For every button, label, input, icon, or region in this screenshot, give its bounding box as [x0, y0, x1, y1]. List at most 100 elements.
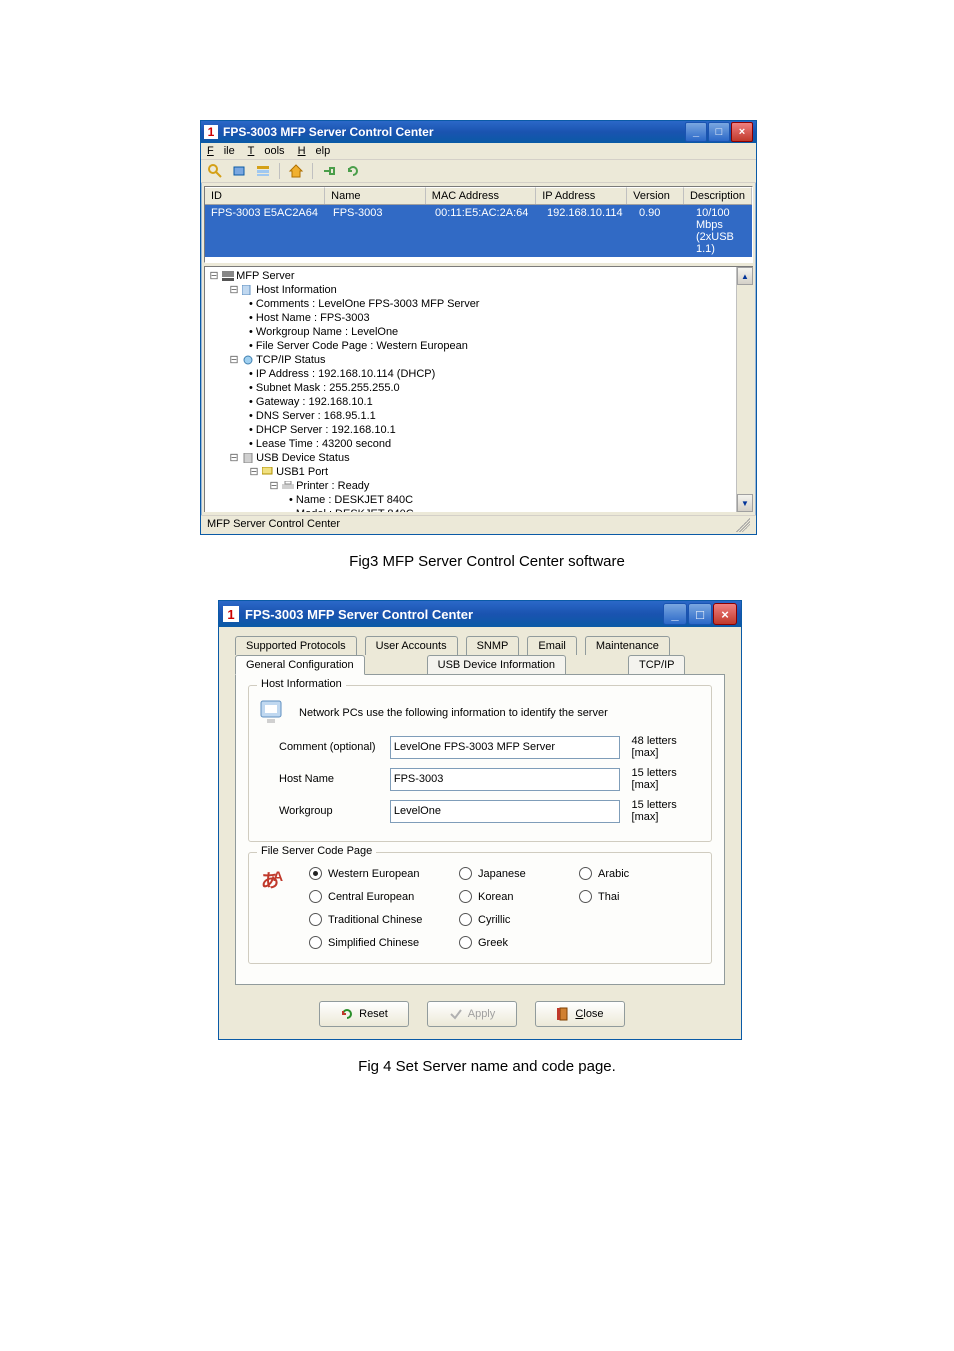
tab-snmp[interactable]: SNMP [466, 636, 520, 655]
radio-icon [459, 890, 472, 903]
hdr-mac[interactable]: MAC Address [426, 187, 536, 204]
comment-hint: 48 letters [max] [632, 735, 701, 759]
minimize-button[interactable]: _ [663, 603, 687, 625]
tree-gateway: Gateway : 192.168.10.1 [256, 396, 373, 408]
scrollbar-vertical[interactable]: ▲ ▼ [736, 267, 753, 512]
window-title: FPS-3003 MFP Server Control Center [245, 607, 662, 622]
status-text: MFP Server Control Center [207, 518, 340, 532]
radio-icon [309, 936, 322, 949]
scroll-up-icon[interactable]: ▲ [737, 267, 753, 285]
comment-input[interactable] [390, 736, 620, 759]
tree[interactable]: ⊟ MFP Server ⊟ Host Information • Commen… [205, 267, 753, 512]
maximize-button[interactable]: □ [688, 603, 712, 625]
figure-caption-1: Fig3 MFP Server Control Center software [200, 553, 774, 570]
tree-comments: Comments : LevelOne FPS-3003 MFP Server [256, 298, 480, 310]
hostname-input[interactable] [390, 768, 620, 791]
reset-button[interactable]: Reset [319, 1001, 409, 1027]
menu-help[interactable]: Help [298, 145, 331, 157]
host-icon [242, 285, 254, 295]
radio-japanese[interactable]: Japanese [459, 867, 579, 880]
resize-grip-icon[interactable] [736, 518, 750, 532]
scroll-down-icon[interactable]: ▼ [737, 494, 753, 512]
tab-user-accounts[interactable]: User Accounts [365, 636, 458, 655]
status-bar: MFP Server Control Center [201, 515, 756, 534]
hdr-id[interactable]: ID [205, 187, 325, 204]
radio-korean[interactable]: Korean [459, 890, 579, 903]
tab-general-configuration[interactable]: General Configuration [235, 655, 365, 675]
tree-hostname: Host Name : FPS-3003 [256, 312, 370, 324]
radio-greek[interactable]: Greek [459, 936, 579, 949]
close-button[interactable]: × [713, 603, 737, 625]
tab-supported-protocols[interactable]: Supported Protocols [235, 636, 357, 655]
app-icon: 1 [223, 606, 239, 622]
menu-tools[interactable]: Tools [248, 145, 285, 157]
hostname-label: Host Name [259, 773, 390, 785]
apply-button[interactable]: Apply [427, 1001, 517, 1027]
tree-host: Host Information [256, 284, 337, 296]
cell-desc: 10/100 Mbps (2xUSB 1.1) [690, 205, 752, 257]
tree-codepage: File Server Code Page : Western European [256, 340, 468, 352]
hdr-ip[interactable]: IP Address [536, 187, 627, 204]
radio-simplified-chinese[interactable]: Simplified Chinese [309, 936, 459, 949]
refresh-icon[interactable] [345, 163, 361, 179]
tree-workgroup: Workgroup Name : LevelOne [256, 326, 398, 338]
search-icon[interactable] [207, 163, 223, 179]
tree-pname: Name : DESKJET 840C [296, 494, 413, 506]
radio-icon [459, 913, 472, 926]
plug-icon[interactable] [321, 163, 337, 179]
tree-root: MFP Server [236, 270, 294, 282]
window-title: FPS-3003 MFP Server Control Center [223, 125, 685, 139]
radio-cyrillic[interactable]: Cyrillic [459, 913, 579, 926]
svg-text:A: A [273, 868, 283, 884]
workgroup-label: Workgroup [259, 805, 390, 817]
cell-ip: 192.168.10.114 [541, 205, 633, 257]
usb-icon [242, 453, 254, 463]
minimize-button[interactable]: _ [685, 122, 707, 142]
hdr-version[interactable]: Version [627, 187, 684, 204]
hdr-name[interactable]: Name [325, 187, 426, 204]
door-icon [556, 1007, 570, 1021]
tree-pane: ⊟ MFP Server ⊟ Host Information • Commen… [204, 266, 753, 512]
tree-dns: DNS Server : 168.95.1.1 [256, 410, 376, 422]
radio-arabic[interactable]: Arabic [579, 867, 679, 880]
home-icon[interactable] [288, 163, 304, 179]
workgroup-hint: 15 letters [max] [632, 799, 701, 823]
tab-tcpip[interactable]: TCP/IP [628, 655, 685, 674]
tree-subnet: Subnet Mask : 255.255.255.0 [256, 382, 400, 394]
workgroup-input[interactable] [390, 800, 620, 823]
radio-central-european[interactable]: Central European [309, 890, 459, 903]
radio-icon [579, 867, 592, 880]
group-legend: Host Information [257, 678, 346, 690]
maximize-button[interactable]: □ [708, 122, 730, 142]
menu-file[interactable]: File [207, 145, 235, 157]
cell-id: FPS-3003 E5AC2A64 [205, 205, 327, 257]
radio-traditional-chinese[interactable]: Traditional Chinese [309, 913, 459, 926]
hdr-desc[interactable]: Description [684, 187, 752, 204]
cell-version: 0.90 [633, 205, 690, 257]
config-icon[interactable] [231, 163, 247, 179]
cell-mac: 00:11:E5:AC:2A:64 [429, 205, 541, 257]
radio-icon [309, 913, 322, 926]
radio-western-european[interactable]: Western European [309, 867, 459, 880]
toolbar-divider [312, 163, 313, 179]
list-icon[interactable] [255, 163, 271, 179]
tab-email[interactable]: Email [527, 636, 577, 655]
tree-pmodel: Model : DESKJET 840C [296, 508, 414, 512]
tab-maintenance[interactable]: Maintenance [585, 636, 670, 655]
tree-usb: USB Device Status [256, 452, 350, 464]
toolbar-divider [279, 163, 280, 179]
toolbar [201, 160, 756, 183]
title-bar: 1 FPS-3003 MFP Server Control Center _ □… [201, 121, 756, 143]
computer-icon [259, 699, 291, 727]
radio-thai[interactable]: Thai [579, 890, 679, 903]
tabs-row-back: Supported Protocols User Accounts SNMP E… [219, 633, 741, 655]
close-button[interactable]: Close [535, 1001, 625, 1027]
close-button[interactable]: × [731, 122, 753, 142]
tab-usb-device-information[interactable]: USB Device Information [427, 655, 566, 674]
group-legend: File Server Code Page [257, 845, 376, 857]
tree-lease: Lease Time : 43200 second [256, 438, 391, 450]
tree-usb1: USB1 Port [276, 466, 328, 478]
config-dialog-window: 1 FPS-3003 MFP Server Control Center _ □… [218, 600, 742, 1040]
list-row[interactable]: FPS-3003 E5AC2A64 FPS-3003 00:11:E5:AC:2… [205, 205, 752, 257]
radio-icon [309, 890, 322, 903]
